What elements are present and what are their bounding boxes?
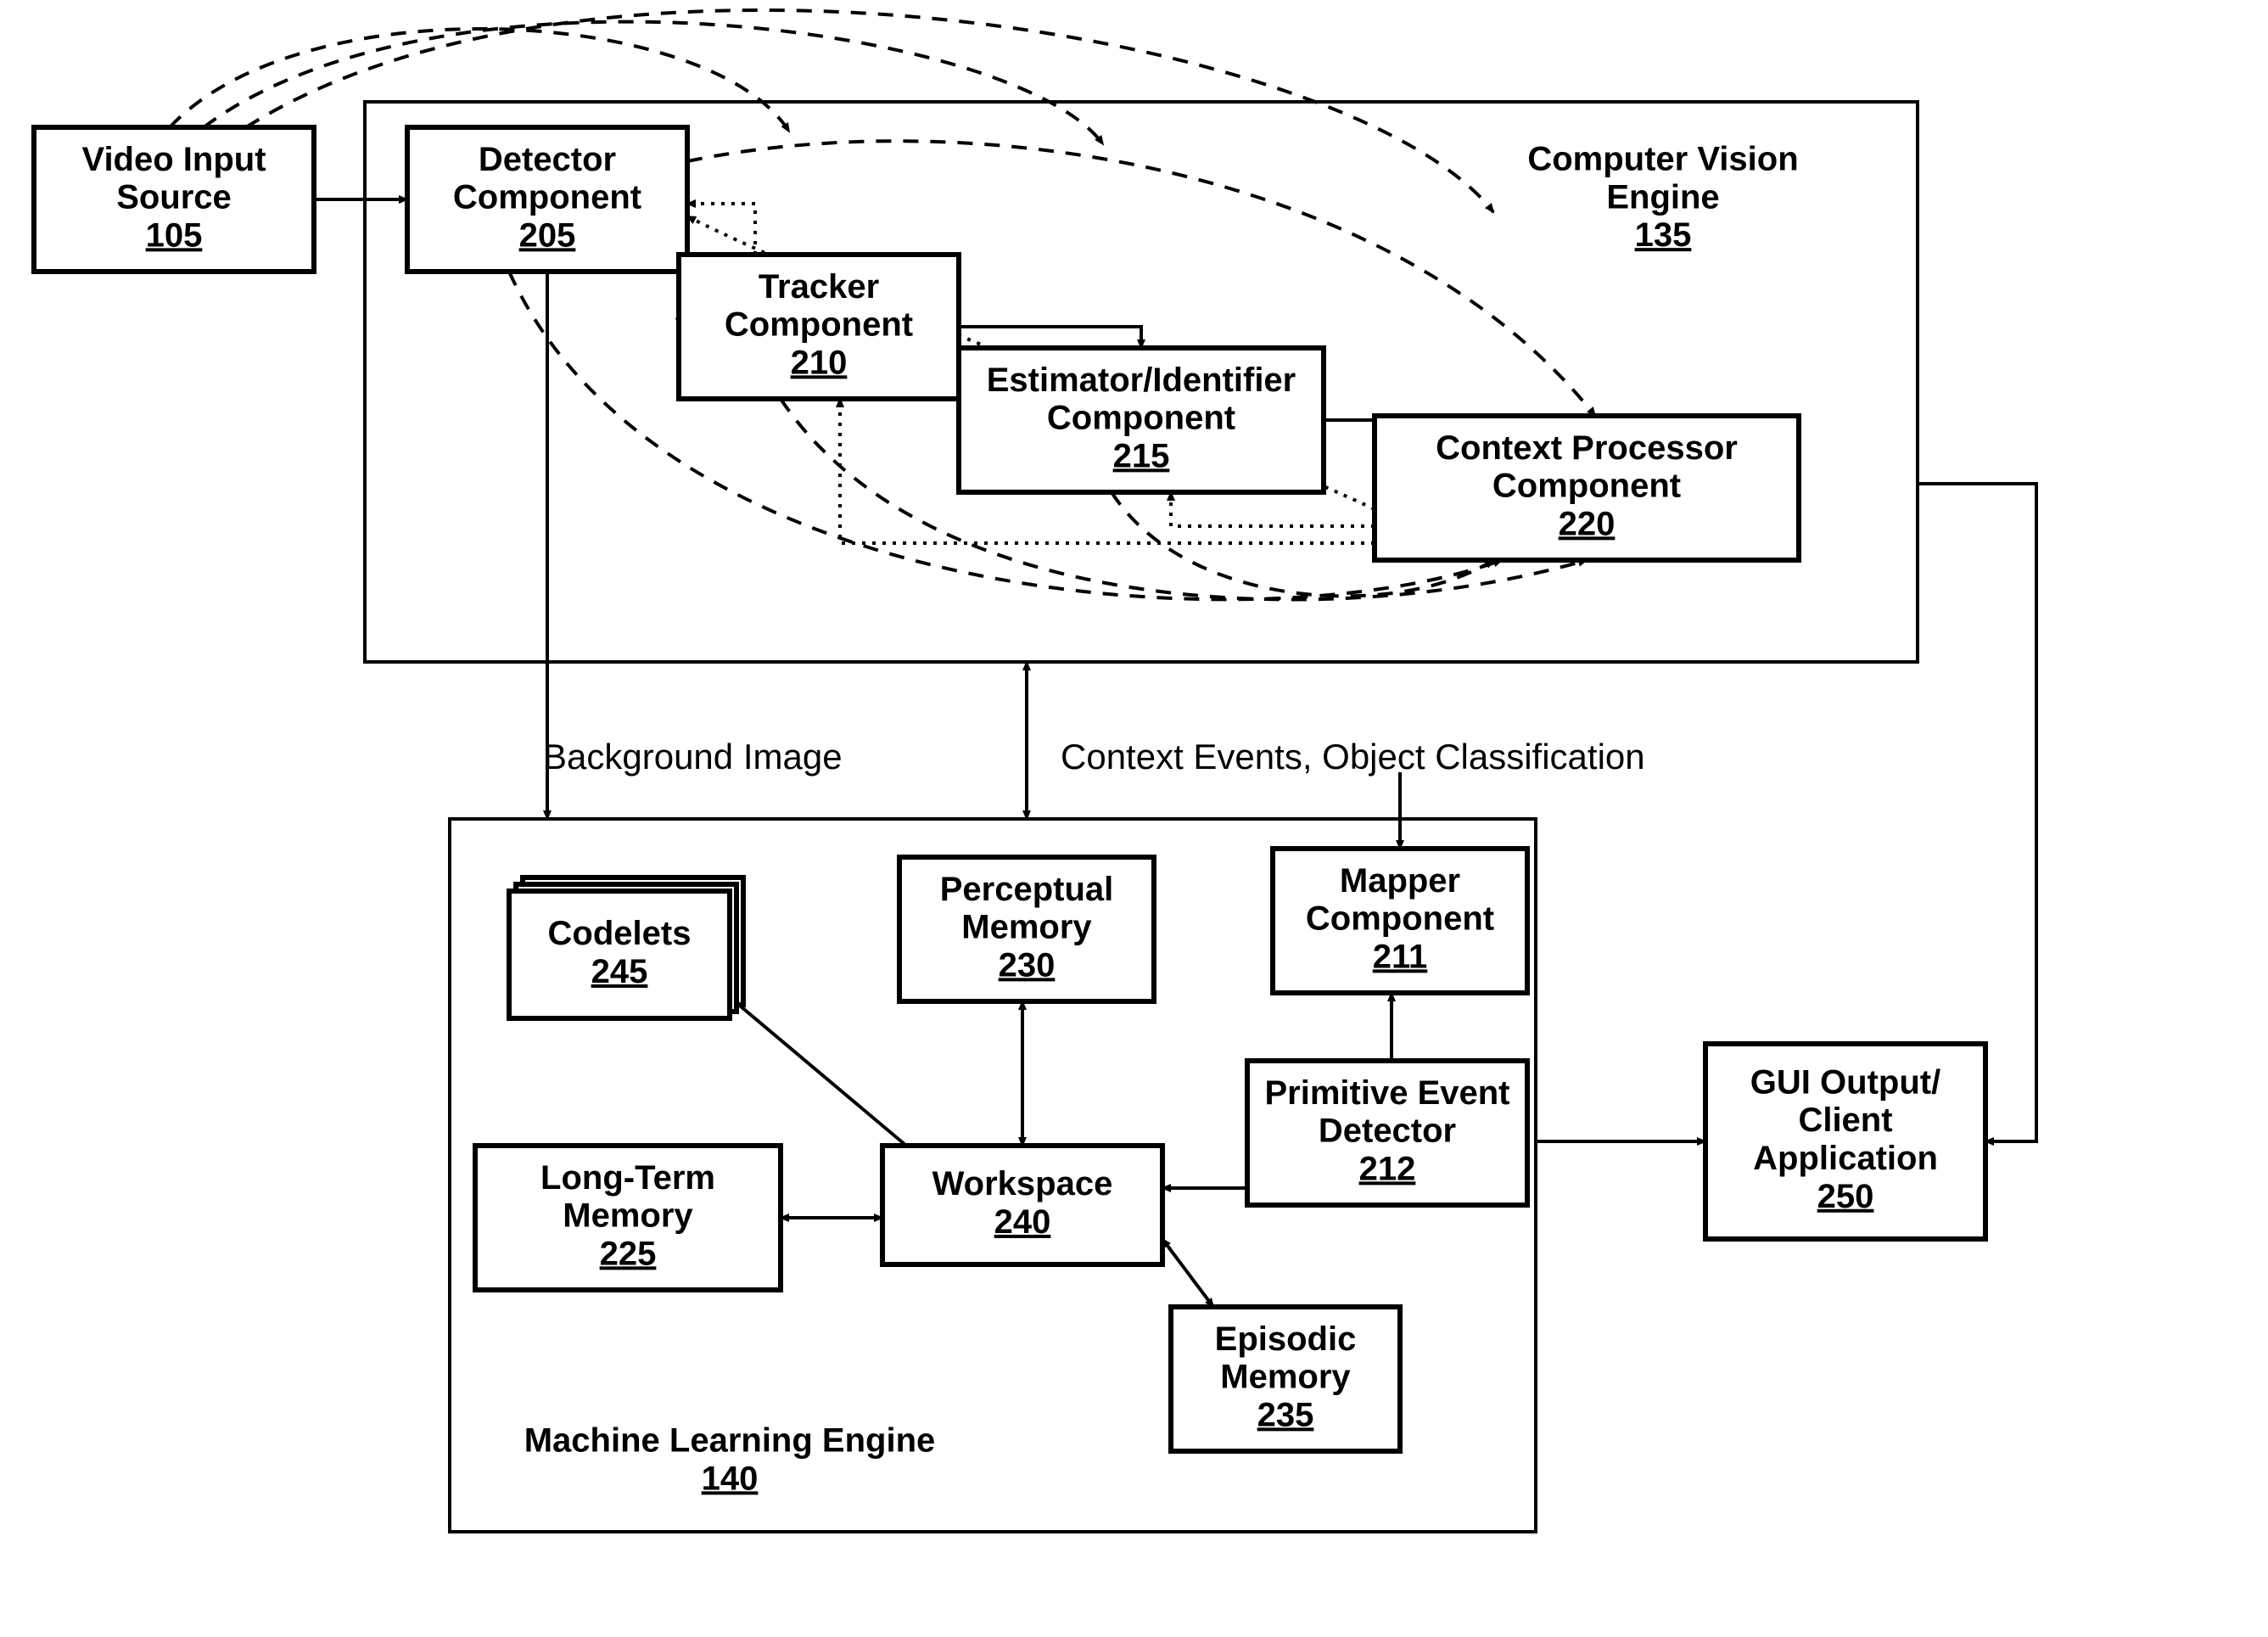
node-tracker-ref: 210 — [791, 344, 848, 381]
node-long_term: Long-TermMemory225 — [475, 1146, 781, 1290]
container-cv_engine-label-0: Computer Vision — [1527, 141, 1798, 178]
node-episodic-label-1: Memory — [1220, 1359, 1351, 1396]
node-workspace-label-0: Workspace — [932, 1165, 1113, 1203]
node-context: Context ProcessorComponent220 — [1375, 416, 1799, 560]
node-long_term-label-0: Long-Term — [540, 1159, 715, 1197]
node-mapper: MapperComponent211 — [1273, 849, 1527, 993]
node-video_input: Video InputSource105 — [34, 127, 314, 272]
node-gui-label-0: GUI Output/ — [1750, 1063, 1940, 1101]
node-primitive: Primitive EventDetector212 — [1247, 1061, 1527, 1205]
node-estimator-label-0: Estimator/Identifier — [987, 362, 1296, 399]
container-cv_engine-label-2: 135 — [1635, 216, 1692, 254]
node-long_term-label-1: Memory — [563, 1197, 693, 1235]
node-gui-ref: 250 — [1817, 1178, 1874, 1215]
node-video_input-label-0: Video Input — [81, 141, 266, 178]
edge-codelets-workspace — [730, 997, 916, 1154]
node-tracker-label-0: Tracker — [759, 268, 879, 306]
node-codelets-label-0: Codelets — [548, 915, 692, 952]
edge-workspace-episodic — [1162, 1239, 1213, 1307]
node-perceptual: PerceptualMemory230 — [899, 857, 1154, 1001]
edge-vin-dash-1 — [170, 29, 789, 132]
container-cv_engine-label-1: Engine — [1606, 178, 1719, 216]
node-gui-label-1: Client — [1798, 1102, 1892, 1139]
node-primitive-ref: 212 — [1359, 1150, 1416, 1187]
node-perceptual-ref: 230 — [999, 946, 1056, 984]
node-perceptual-label-1: Memory — [961, 909, 1092, 946]
node-mapper-ref: 211 — [1373, 938, 1428, 975]
node-codelets: Codelets245 — [509, 877, 743, 1018]
edge-ctx-back-est — [1171, 492, 1375, 526]
node-context-label-0: Context Processor — [1436, 429, 1738, 467]
node-episodic: EpisodicMemory235 — [1171, 1307, 1400, 1451]
node-estimator-label-1: Component — [1047, 400, 1235, 437]
node-context-label-1: Component — [1492, 468, 1681, 505]
node-mapper-label-0: Mapper — [1340, 862, 1460, 900]
node-tracker: TrackerComponent210 — [679, 255, 959, 399]
node-video_input-ref: 105 — [146, 216, 203, 254]
node-primitive-label-1: Detector — [1319, 1113, 1456, 1150]
node-detector-ref: 205 — [519, 216, 576, 254]
node-mapper-label-1: Component — [1306, 900, 1494, 938]
node-tracker-label-1: Component — [725, 306, 913, 344]
node-context-ref: 220 — [1559, 505, 1616, 542]
edge-tracker-to-estimator — [959, 327, 1141, 348]
node-codelets-ref: 245 — [591, 953, 648, 990]
node-estimator: Estimator/IdentifierComponent215 — [959, 348, 1324, 492]
node-video_input-label-1: Source — [116, 179, 232, 216]
node-gui: GUI Output/ClientApplication250 — [1705, 1044, 1985, 1239]
container-ml_engine-label-0: Machine Learning Engine — [524, 1422, 936, 1460]
node-detector-label-1: Component — [453, 179, 641, 216]
label-background_image: Background Image — [543, 737, 843, 776]
node-workspace-ref: 240 — [994, 1203, 1051, 1241]
node-perceptual-label-0: Perceptual — [940, 871, 1114, 908]
node-workspace: Workspace240 — [882, 1146, 1162, 1264]
node-gui-label-2: Application — [1753, 1140, 1938, 1177]
node-detector: DetectorComponent205 — [407, 127, 687, 272]
node-long_term-ref: 225 — [600, 1235, 657, 1272]
edge-trk-back-det — [687, 204, 755, 255]
node-episodic-label-0: Episodic — [1215, 1320, 1357, 1358]
node-episodic-ref: 235 — [1257, 1396, 1314, 1433]
node-primitive-label-0: Primitive Event — [1264, 1074, 1509, 1112]
node-detector-label-0: Detector — [479, 141, 616, 178]
container-ml_engine-label-1: 140 — [702, 1460, 759, 1497]
label-context_events: Context Events, Object Classification — [1061, 737, 1645, 776]
node-estimator-ref: 215 — [1113, 437, 1170, 474]
